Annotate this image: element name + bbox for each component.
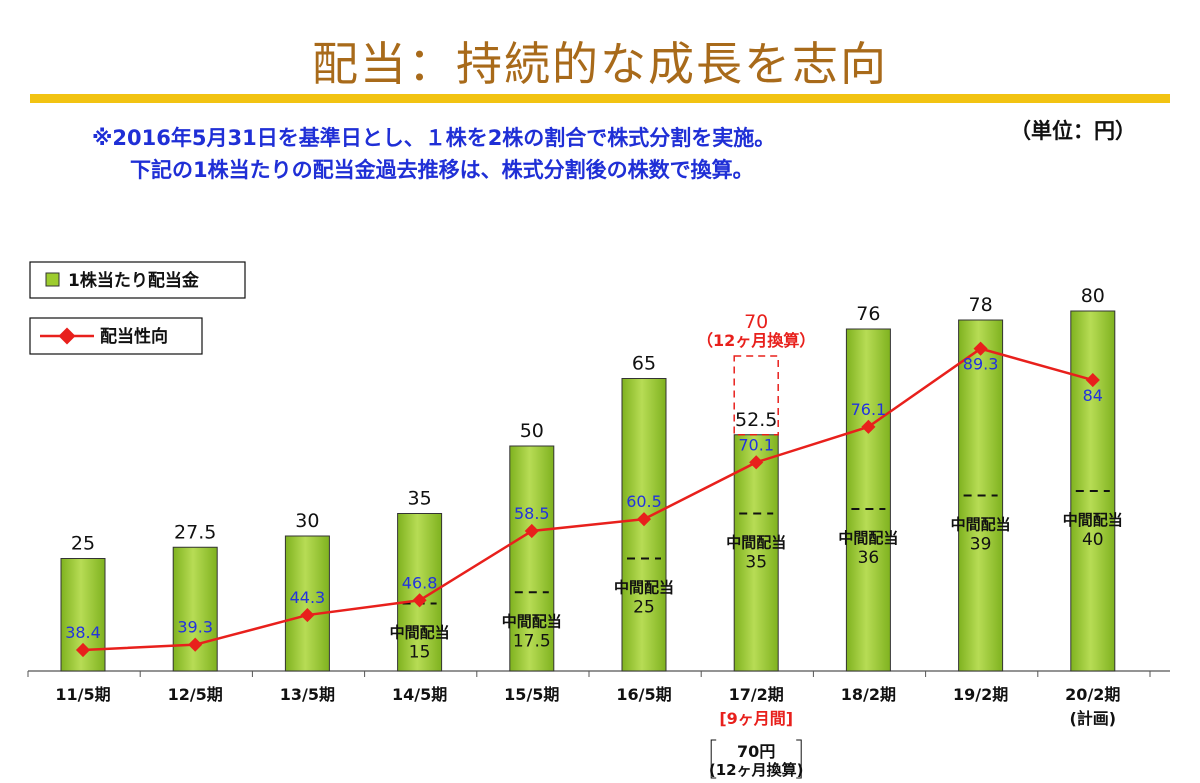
payout-ratio-label: 44.3 — [290, 588, 326, 607]
bar — [733, 434, 779, 672]
interim-label: 中間配当 — [838, 529, 898, 547]
x-tick-sublabel: [9ヶ月間] — [719, 709, 793, 728]
x-tick-label: 19/2期 — [953, 685, 1008, 704]
annualized-bottom-note: (12ヶ月換算) — [709, 761, 804, 779]
payout-ratio-point — [188, 637, 203, 652]
bar-value-label: 50 — [520, 420, 544, 442]
payout-ratio-point — [300, 608, 315, 623]
payout-ratio-label: 76.1 — [851, 400, 887, 419]
interim-label: 中間配当 — [951, 516, 1011, 534]
bar-value-label: 65 — [632, 353, 656, 375]
interim-value: 39 — [970, 535, 992, 555]
bar-value-label: 76 — [856, 303, 880, 325]
x-tick-label: 14/5期 — [392, 685, 447, 704]
payout-ratio-point — [75, 642, 91, 658]
note-line-1: ※2016年5月31日を基準日とし、１株を2株の割合で株式分割を実施。 — [92, 126, 776, 150]
title-underline-bar — [30, 94, 1170, 103]
note-line-2: 下記の1株当たりの配当金過去推移は、株式分割後の株数で換算。 — [130, 158, 754, 182]
x-tick-label: 13/5期 — [280, 685, 335, 704]
bar — [284, 535, 330, 672]
x-tick-label: 17/2期 — [729, 685, 784, 704]
interim-value: 15 — [409, 643, 431, 663]
payout-ratio-line — [82, 347, 1094, 652]
x-tick-label: 12/5期 — [168, 685, 223, 704]
bracket-right — [796, 739, 802, 779]
bracket-left — [710, 739, 717, 779]
bar-value-label: 25 — [71, 533, 95, 555]
bar — [509, 445, 555, 672]
payout-ratio-label: 84 — [1083, 386, 1103, 405]
interim-label: 中間配当 — [502, 612, 562, 630]
bar-value-label: 27.5 — [174, 521, 216, 543]
interim-value: 35 — [745, 553, 767, 573]
bar-value-label: 78 — [969, 294, 993, 316]
x-tick-label: 18/2期 — [841, 685, 896, 704]
payout-ratio-point — [973, 341, 988, 356]
bar-value-label: 80 — [1081, 285, 1105, 307]
interim-value: 25 — [633, 598, 655, 618]
interim-value: 17.5 — [513, 631, 551, 651]
annualized-outline — [733, 355, 779, 436]
payout-ratio-label: 39.3 — [177, 618, 213, 637]
unit-label: （単位：円） — [1010, 119, 1136, 143]
annualized-value: 70 — [744, 311, 768, 333]
payout-ratio-point — [1085, 372, 1100, 388]
interim-label: 中間配当 — [390, 624, 450, 642]
interim-label: 中間配当 — [614, 579, 674, 597]
legend-line-label: 配当性向 — [100, 326, 168, 347]
payout-ratio-label: 58.5 — [514, 504, 550, 523]
payout-ratio-point — [412, 593, 427, 608]
payout-ratio-label: 70.1 — [738, 435, 774, 454]
x-tick-sublabel: (計画) — [1069, 709, 1116, 728]
bar-value-label: 52.5 — [735, 409, 777, 431]
x-tick-label: 16/5期 — [616, 685, 671, 704]
payout-ratio-label: 38.4 — [65, 623, 101, 642]
bar — [845, 328, 891, 672]
x-tick-label: 11/5期 — [55, 685, 110, 704]
bar-value-label: 35 — [408, 488, 432, 510]
payout-ratio-point — [749, 455, 764, 470]
interim-value: 36 — [858, 548, 880, 568]
x-tick-label: 15/5期 — [504, 685, 559, 704]
x-tick-label: 20/2期 — [1065, 685, 1120, 704]
interim-label: 中間配当 — [726, 534, 786, 552]
interim-value: 40 — [1082, 530, 1104, 550]
interim-label: 中間配当 — [1063, 511, 1123, 529]
legend-bar-label: 1株当たり配当金 — [68, 270, 200, 291]
annualized-bottom-value: 70円 — [737, 742, 775, 761]
payout-ratio-label: 46.8 — [402, 573, 438, 592]
annualized-note: （12ヶ月換算） — [697, 331, 815, 350]
bar-value-label: 30 — [295, 510, 319, 532]
page-title: 配当：持続的な成長を志向 — [312, 37, 888, 91]
payout-ratio-point — [861, 419, 876, 434]
bar — [172, 546, 218, 672]
chart-legend: 1株当たり配当金 配当性向 — [29, 261, 246, 355]
payout-ratio-point — [636, 512, 652, 527]
payout-ratio-label: 89.3 — [963, 355, 999, 374]
payout-ratio-label: 60.5 — [626, 492, 662, 511]
payout-ratio-point — [524, 523, 539, 539]
